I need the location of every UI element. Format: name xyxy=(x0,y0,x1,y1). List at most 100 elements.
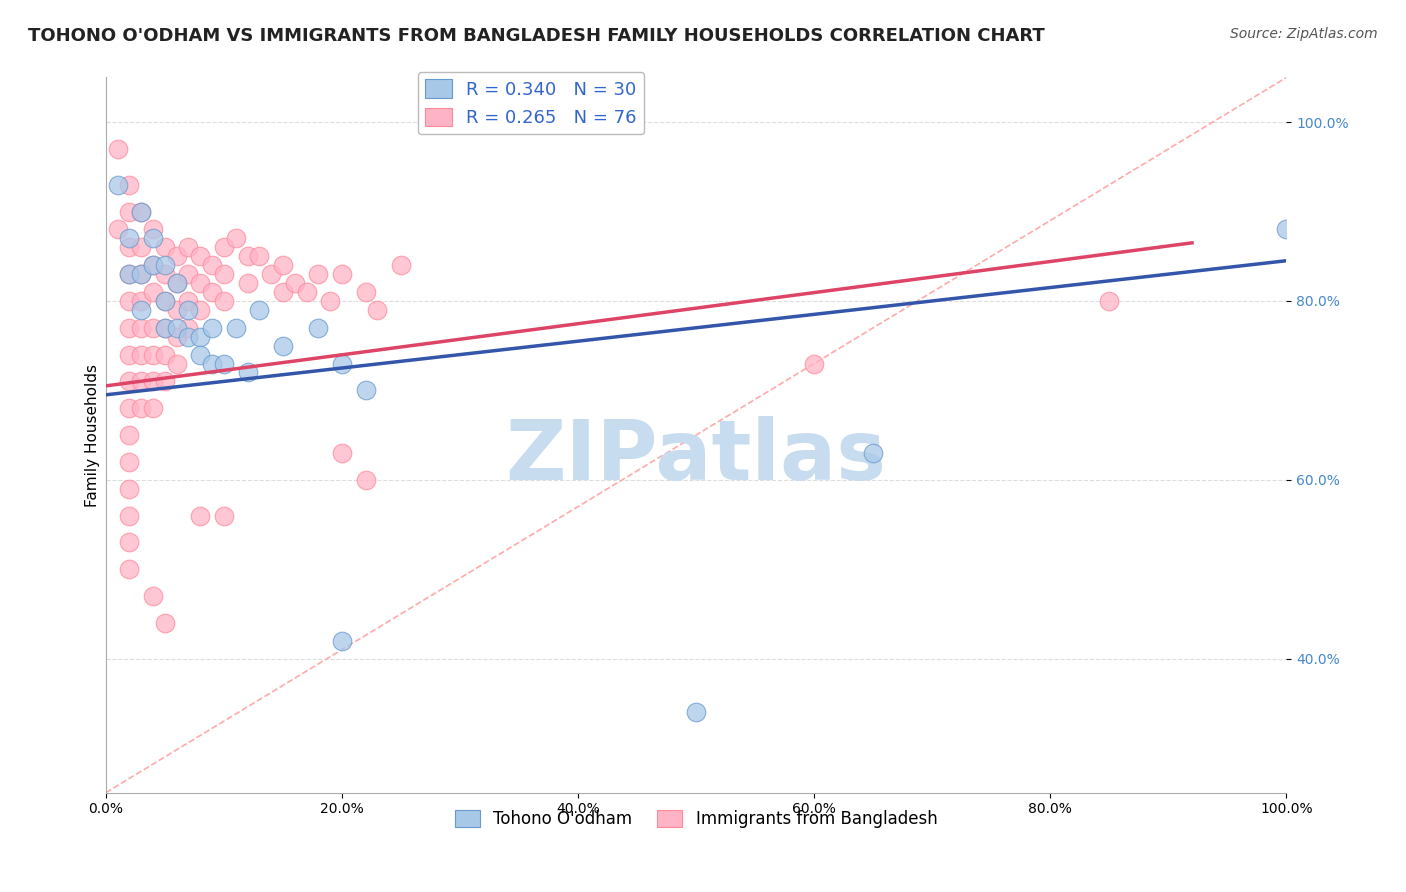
Point xyxy=(142,401,165,416)
Point xyxy=(212,240,235,254)
Point xyxy=(118,455,141,469)
Point xyxy=(166,249,188,263)
Point xyxy=(188,302,211,317)
Point xyxy=(284,276,307,290)
Point xyxy=(307,267,329,281)
Point xyxy=(330,633,353,648)
Text: ZIPatlas: ZIPatlas xyxy=(506,416,887,497)
Point xyxy=(330,446,353,460)
Point xyxy=(307,320,329,334)
Point xyxy=(107,222,129,236)
Point xyxy=(129,302,152,317)
Point xyxy=(236,276,259,290)
Point xyxy=(153,267,176,281)
Point xyxy=(188,348,211,362)
Text: Source: ZipAtlas.com: Source: ZipAtlas.com xyxy=(1230,27,1378,41)
Point xyxy=(129,204,152,219)
Point xyxy=(129,320,152,334)
Point xyxy=(803,357,825,371)
Point xyxy=(142,320,165,334)
Point xyxy=(247,249,270,263)
Point xyxy=(188,508,211,523)
Point xyxy=(142,258,165,272)
Point xyxy=(271,338,294,352)
Point xyxy=(118,482,141,496)
Point xyxy=(236,366,259,380)
Point xyxy=(118,178,141,192)
Point xyxy=(330,357,353,371)
Y-axis label: Family Households: Family Households xyxy=(86,364,100,507)
Point xyxy=(225,231,247,245)
Point xyxy=(118,240,141,254)
Point xyxy=(118,375,141,389)
Point xyxy=(129,267,152,281)
Point xyxy=(153,293,176,308)
Point xyxy=(271,258,294,272)
Point xyxy=(225,320,247,334)
Point xyxy=(107,178,129,192)
Point xyxy=(118,293,141,308)
Point xyxy=(166,320,188,334)
Point xyxy=(153,375,176,389)
Point xyxy=(166,357,188,371)
Point xyxy=(142,348,165,362)
Point xyxy=(153,348,176,362)
Point xyxy=(118,267,141,281)
Point xyxy=(118,320,141,334)
Point xyxy=(247,302,270,317)
Point xyxy=(177,320,200,334)
Point xyxy=(153,293,176,308)
Point xyxy=(177,329,200,343)
Point xyxy=(166,302,188,317)
Point xyxy=(201,320,224,334)
Point xyxy=(1275,222,1298,236)
Point xyxy=(118,535,141,549)
Point xyxy=(177,302,200,317)
Point xyxy=(142,231,165,245)
Point xyxy=(142,589,165,603)
Point xyxy=(177,240,200,254)
Point xyxy=(153,258,176,272)
Point xyxy=(212,357,235,371)
Point xyxy=(118,267,141,281)
Point xyxy=(236,249,259,263)
Point xyxy=(142,222,165,236)
Point xyxy=(142,375,165,389)
Point xyxy=(188,276,211,290)
Point xyxy=(118,348,141,362)
Point xyxy=(177,267,200,281)
Point xyxy=(118,508,141,523)
Point xyxy=(295,285,318,299)
Point xyxy=(319,293,342,308)
Point xyxy=(177,293,200,308)
Point xyxy=(685,705,707,719)
Text: TOHONO O'ODHAM VS IMMIGRANTS FROM BANGLADESH FAMILY HOUSEHOLDS CORRELATION CHART: TOHONO O'ODHAM VS IMMIGRANTS FROM BANGLA… xyxy=(28,27,1045,45)
Point xyxy=(201,285,224,299)
Point xyxy=(188,329,211,343)
Point xyxy=(118,231,141,245)
Point xyxy=(166,329,188,343)
Point xyxy=(129,348,152,362)
Point xyxy=(118,401,141,416)
Point xyxy=(118,204,141,219)
Point xyxy=(153,320,176,334)
Point xyxy=(166,276,188,290)
Point xyxy=(129,240,152,254)
Point xyxy=(153,615,176,630)
Point xyxy=(201,357,224,371)
Point xyxy=(354,473,377,487)
Point xyxy=(129,293,152,308)
Point xyxy=(153,240,176,254)
Point xyxy=(118,562,141,576)
Point xyxy=(354,384,377,398)
Point xyxy=(129,267,152,281)
Point xyxy=(118,428,141,442)
Point xyxy=(142,258,165,272)
Point xyxy=(201,258,224,272)
Point xyxy=(188,249,211,263)
Legend: Tohono O'odham, Immigrants from Bangladesh: Tohono O'odham, Immigrants from Banglade… xyxy=(449,803,943,834)
Point xyxy=(389,258,412,272)
Point xyxy=(153,320,176,334)
Point xyxy=(129,401,152,416)
Point xyxy=(260,267,283,281)
